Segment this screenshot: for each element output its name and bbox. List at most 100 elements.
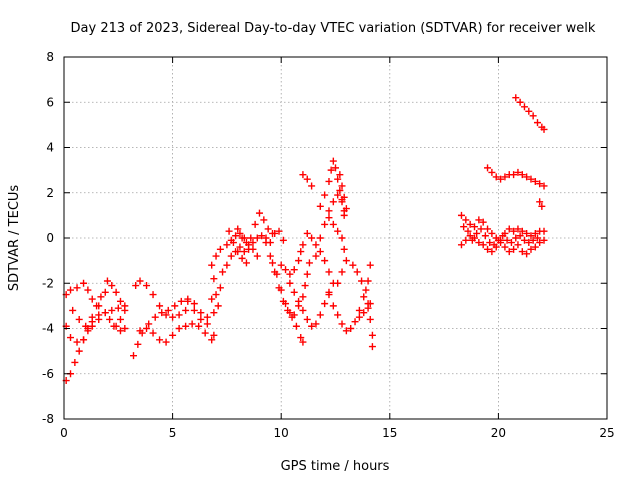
data-point bbox=[464, 227, 472, 235]
data-point bbox=[523, 173, 531, 181]
x-tick-label: 10 bbox=[274, 426, 289, 440]
data-point bbox=[353, 268, 361, 276]
data-point bbox=[80, 279, 88, 287]
data-point bbox=[212, 291, 220, 299]
data-point bbox=[516, 98, 524, 106]
data-point bbox=[488, 229, 496, 237]
data-point bbox=[531, 177, 539, 185]
data-point bbox=[266, 252, 274, 260]
data-point bbox=[116, 327, 124, 335]
data-point bbox=[512, 94, 520, 102]
x-tick-label: 0 bbox=[60, 426, 68, 440]
data-point bbox=[184, 297, 192, 305]
data-point bbox=[273, 270, 281, 278]
data-point bbox=[501, 243, 509, 251]
y-tick-label: -6 bbox=[42, 367, 54, 381]
data-point bbox=[505, 248, 513, 256]
data-point bbox=[108, 282, 116, 290]
data-point bbox=[275, 227, 283, 235]
data-point bbox=[523, 250, 531, 258]
data-point bbox=[95, 315, 103, 323]
data-point bbox=[299, 241, 307, 249]
data-point bbox=[208, 295, 216, 303]
data-point bbox=[149, 291, 157, 299]
data-point bbox=[540, 182, 548, 190]
data-point bbox=[143, 325, 151, 332]
data-point bbox=[457, 211, 465, 219]
data-point bbox=[114, 304, 122, 312]
data-point bbox=[121, 306, 129, 314]
data-point bbox=[514, 241, 522, 249]
data-point bbox=[216, 245, 224, 253]
data-point bbox=[88, 313, 96, 321]
data-point bbox=[329, 220, 337, 228]
data-point bbox=[212, 252, 220, 260]
data-point bbox=[312, 252, 320, 260]
data-point bbox=[536, 198, 544, 206]
data-point bbox=[158, 309, 166, 317]
x-tick-label: 15 bbox=[382, 426, 397, 440]
data-point bbox=[540, 125, 548, 133]
data-point bbox=[510, 227, 518, 235]
data-point bbox=[473, 229, 481, 237]
data-point bbox=[229, 239, 237, 247]
data-point bbox=[262, 239, 270, 247]
data-point bbox=[321, 191, 329, 199]
data-point bbox=[355, 306, 363, 314]
data-point bbox=[282, 266, 290, 274]
data-point bbox=[366, 315, 374, 323]
data-point bbox=[536, 239, 544, 247]
data-point bbox=[488, 168, 496, 176]
data-point bbox=[518, 227, 526, 235]
data-point bbox=[279, 236, 287, 244]
data-point bbox=[106, 315, 114, 323]
data-point bbox=[116, 297, 124, 305]
data-point bbox=[527, 232, 535, 240]
data-point bbox=[347, 325, 355, 332]
data-point bbox=[67, 286, 75, 294]
data-point bbox=[360, 309, 368, 317]
data-point bbox=[216, 284, 224, 292]
data-point bbox=[210, 309, 218, 317]
data-point bbox=[538, 202, 546, 210]
data-point bbox=[234, 248, 242, 256]
data-point bbox=[171, 302, 179, 310]
data-point bbox=[332, 164, 339, 172]
data-point bbox=[195, 322, 203, 330]
data-point bbox=[264, 225, 272, 233]
data-point bbox=[336, 186, 344, 194]
data-point bbox=[177, 297, 185, 305]
data-point bbox=[362, 286, 370, 294]
data-point bbox=[67, 334, 75, 342]
data-point bbox=[182, 306, 190, 314]
data-point bbox=[201, 329, 209, 337]
data-point bbox=[234, 225, 242, 233]
data-point bbox=[364, 304, 372, 312]
data-point bbox=[301, 282, 309, 290]
data-point bbox=[477, 225, 485, 233]
data-point bbox=[269, 259, 277, 267]
y-tick-label: 6 bbox=[46, 95, 54, 109]
data-point bbox=[527, 245, 535, 253]
data-point bbox=[236, 243, 244, 251]
data-point bbox=[297, 248, 305, 256]
data-point bbox=[136, 327, 144, 335]
data-point bbox=[364, 277, 372, 285]
data-point bbox=[523, 229, 531, 237]
data-point bbox=[190, 300, 198, 308]
data-point bbox=[484, 225, 492, 233]
data-point bbox=[342, 205, 350, 213]
data-point bbox=[197, 315, 205, 323]
data-point bbox=[112, 322, 120, 330]
data-point bbox=[488, 248, 496, 256]
data-point bbox=[308, 182, 316, 190]
data-point bbox=[208, 336, 216, 344]
x-tick-label: 5 bbox=[169, 426, 177, 440]
data-point bbox=[164, 306, 172, 314]
data-point bbox=[73, 338, 81, 346]
data-point bbox=[134, 340, 142, 348]
data-point bbox=[329, 157, 337, 165]
data-point bbox=[468, 236, 476, 244]
data-point bbox=[84, 286, 92, 294]
